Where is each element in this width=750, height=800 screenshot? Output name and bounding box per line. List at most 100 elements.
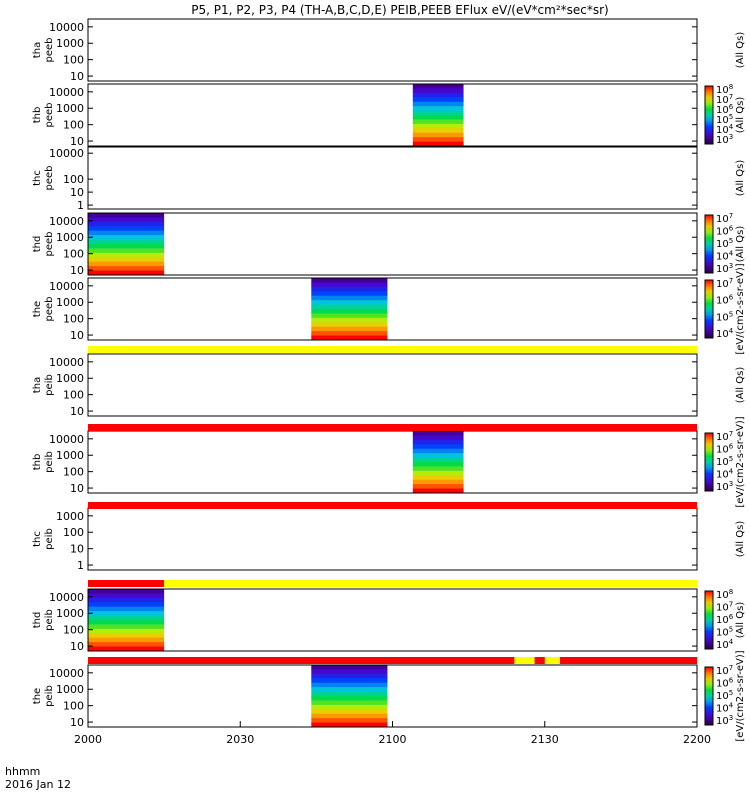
panel-thb-peeb: 10000 1000 100 10 thbpeeb 108107106105104103(…: [32, 83, 746, 148]
colorbar-tick-label: 107: [716, 93, 733, 106]
colorbar-tick-label: 107: [716, 601, 733, 614]
panel-frame: [87, 18, 698, 82]
colorbar-tick-label: 103: [716, 480, 733, 493]
y-tick-label: 10000: [49, 215, 84, 228]
y-tick-label: 10: [70, 640, 84, 653]
spectrogram-cell: [311, 335, 388, 341]
spectrogram-cell: [412, 119, 464, 125]
units-side-label: (All Qs): [735, 160, 746, 197]
colorbar-tick-label: 107: [716, 277, 733, 290]
panel-thd-peeb: 10000 1000 100 10 thdpeeb 107106105104103(All…: [32, 212, 746, 277]
panel-label: thbpeeb: [32, 103, 55, 128]
spectrogram-cell: [412, 439, 464, 445]
spectrogram-cell: [412, 479, 464, 485]
spectrogram-cell: [412, 128, 464, 134]
status-bar-segment: [88, 424, 697, 431]
colorbar: [704, 85, 714, 145]
y-tick-label: 100: [63, 466, 84, 479]
spectrogram-cell: [311, 687, 388, 693]
spectrogram-cell: [88, 230, 165, 236]
units-side-label: (All Qs): [735, 32, 746, 69]
colorbar-tick-label: 103: [716, 714, 733, 727]
panel-frame: [87, 430, 698, 494]
spectrogram-cell: [412, 431, 464, 436]
panel-frame: [87, 277, 698, 341]
panel-thc-peib: 1000 100 10 1 thcpeib (All Qs): [32, 507, 746, 572]
colorbar-tick-label: 103: [716, 133, 733, 146]
panel-the-peeb: 10000 1000 100 10 thepeeb 107 106 105 104 [eV/(cm…: [32, 263, 746, 354]
x-tick-label: 2030: [226, 733, 254, 746]
spectrogram-cell: [311, 709, 388, 715]
spectrogram-cell: [311, 295, 388, 301]
spectrogram-cell: [311, 282, 388, 288]
spectrogram-cell: [311, 313, 388, 319]
colorbar-tick-label: 104: [716, 123, 734, 136]
y-tick-label: 1000: [56, 449, 84, 462]
spectrogram-cell: [88, 221, 165, 227]
y-tick-label: 10000: [49, 433, 84, 446]
colorbar: [704, 214, 714, 274]
panel-label: thepeeb: [32, 297, 55, 322]
spectrogram-cell: [412, 448, 464, 454]
x-tick-label: 2000: [74, 733, 102, 746]
colorbar: [704, 666, 714, 726]
spectrogram-cell: [311, 682, 388, 688]
spectrogram-cell: [412, 457, 464, 463]
panel-tha-peib: 10000 1000 100 10 thapeib (All Qs): [32, 353, 746, 418]
units-side-label: [eV/(cm2-s-sr-eV)]: [735, 650, 746, 741]
status-bar-segment: [88, 346, 697, 353]
y-tick-label: 10: [70, 186, 84, 199]
colorbar-tick-label: 106: [716, 103, 734, 116]
spectrogram-cell: [311, 278, 388, 283]
spectrogram-cell: [88, 606, 165, 612]
colorbar-tick-label: 105: [716, 310, 733, 323]
colorbar-tick-label: 103: [716, 262, 733, 275]
spectrogram-cell: [88, 213, 165, 218]
y-tick-label: 100: [63, 173, 84, 186]
panel-frame: [87, 83, 698, 147]
y-tick-label: 10000: [49, 667, 84, 680]
colorbar-tick-label: 105: [716, 237, 733, 250]
y-tick-label: 10: [70, 135, 84, 148]
y-tick-label: 10: [70, 716, 84, 729]
colorbar-tick-label: 106: [716, 294, 734, 307]
spectrogram-cell: [88, 248, 165, 254]
spectrogram-cell: [88, 633, 165, 639]
panel-frame: [87, 353, 698, 417]
spectrogram-cell: [412, 466, 464, 472]
panel-frame: [87, 588, 698, 652]
spectrogram-cell: [311, 669, 388, 675]
spectrogram-cell: [412, 444, 464, 450]
panel-label: thdpeib: [32, 609, 55, 631]
spectrogram-cell: [88, 593, 165, 599]
panel-frame: [87, 212, 698, 276]
y-tick-label: 100: [63, 313, 84, 326]
spectrogram-cell: [412, 470, 464, 476]
y-tick-label: 100: [63, 526, 84, 539]
spectrogram-cell: [412, 475, 464, 481]
y-tick-label: 1000: [56, 372, 84, 385]
panel-tha-peeb: 10000 1000 100 10 thapeeb (All Qs): [32, 18, 746, 83]
y-tick-label: 10: [70, 70, 84, 83]
colorbar-tick-label: 105: [716, 626, 733, 639]
y-tick-label: 100: [63, 700, 84, 713]
spectrogram-cell: [88, 217, 165, 223]
colorbar-tick-label: 107: [716, 430, 733, 443]
status-bar-segment: [544, 657, 560, 664]
spectrogram-cell: [88, 602, 165, 608]
y-tick-label: 100: [63, 54, 84, 67]
spectrogram-cell: [412, 97, 464, 103]
colorbar: [704, 279, 714, 339]
panel-label: thdpeeb: [32, 232, 55, 257]
spectrogram-cell: [88, 261, 165, 267]
spectrogram-cell: [412, 106, 464, 112]
chart-title: P5, P1, P2, P3, P4 (TH-A,B,C,D,E) PEIB,P…: [191, 3, 608, 17]
colorbar-tick-label: 106: [716, 225, 734, 238]
y-tick-label: 10: [70, 264, 84, 277]
spectrogram-cell: [88, 628, 165, 634]
spectrogram-cell: [311, 326, 388, 332]
y-tick-label: 100: [63, 119, 84, 132]
